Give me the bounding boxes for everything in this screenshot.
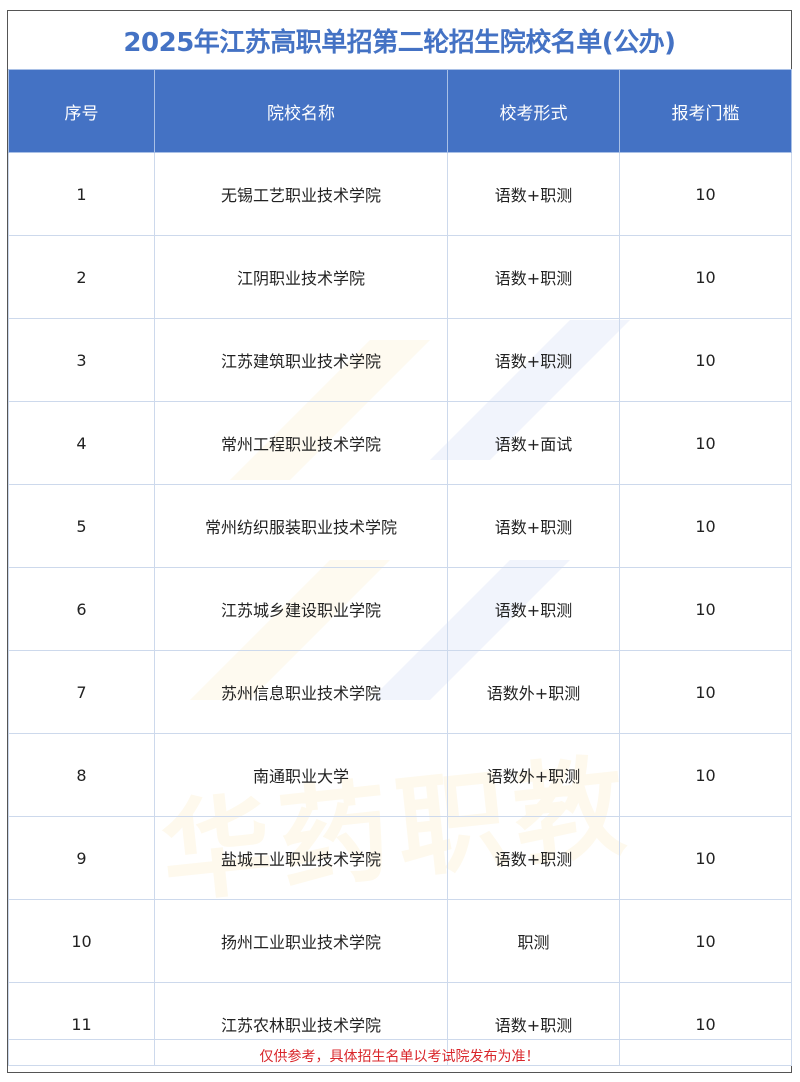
- school-name: 江苏城乡建设职业学院: [154, 567, 448, 651]
- exam-format: 语数外+职测: [447, 733, 620, 817]
- row-number: 1: [8, 152, 155, 236]
- table-row: 8 南通职业大学 语数外+职测 10: [8, 733, 792, 817]
- threshold: 10: [619, 152, 792, 236]
- table-row: 6 江苏城乡建设职业学院 语数+职测 10: [8, 567, 792, 651]
- school-table: 序号 院校名称 校考形式 报考门槛 1 无锡工艺职业技术学院 语数+职测 10 2 江阴职业技术…: [8, 69, 792, 1066]
- threshold: 10: [619, 484, 792, 568]
- column-header: 序号: [8, 69, 155, 153]
- footer-note: 仅供参考，具体招生名单以考试院发布为准！: [8, 1039, 791, 1072]
- threshold: 10: [619, 816, 792, 900]
- threshold: 10: [619, 982, 792, 1066]
- school-name: 扬州工业职业技术学院: [154, 899, 448, 983]
- exam-format: 语数+职测: [447, 982, 620, 1066]
- school-name: 苏州信息职业技术学院: [154, 650, 448, 734]
- table-row: 2 江阴职业技术学院 语数+职测 10: [8, 235, 792, 319]
- row-number: 4: [8, 401, 155, 485]
- row-number: 7: [8, 650, 155, 734]
- table-row: 4 常州工程职业技术学院 语数+面试 10: [8, 401, 792, 485]
- row-number: 8: [8, 733, 155, 817]
- school-name: 江阴职业技术学院: [154, 235, 448, 319]
- table-row: 9 盐城工业职业技术学院 语数+职测 10: [8, 816, 792, 900]
- threshold: 10: [619, 235, 792, 319]
- threshold: 10: [619, 401, 792, 485]
- exam-format: 语数+职测: [447, 235, 620, 319]
- row-number: 2: [8, 235, 155, 319]
- threshold: 10: [619, 899, 792, 983]
- table-row: 3 江苏建筑职业技术学院 语数+职测 10: [8, 318, 792, 402]
- row-number: 11: [8, 982, 155, 1066]
- column-header: 校考形式: [447, 69, 620, 153]
- table-row: 10 扬州工业职业技术学院 职测 10: [8, 899, 792, 983]
- exam-format: 语数+面试: [447, 401, 620, 485]
- row-number: 5: [8, 484, 155, 568]
- threshold: 10: [619, 567, 792, 651]
- threshold: 10: [619, 318, 792, 402]
- school-name: 无锡工艺职业技术学院: [154, 152, 448, 236]
- exam-format: 语数+职测: [447, 484, 620, 568]
- column-header: 院校名称: [154, 69, 448, 153]
- exam-format: 语数外+职测: [447, 650, 620, 734]
- table-row: 11 江苏农林职业技术学院 语数+职测 10: [8, 982, 792, 1066]
- column-header: 报考门槛: [619, 69, 792, 153]
- table-row: 5 常州纺织服装职业技术学院 语数+职测 10: [8, 484, 792, 568]
- school-name: 常州工程职业技术学院: [154, 401, 448, 485]
- school-name: 常州纺织服装职业技术学院: [154, 484, 448, 568]
- row-number: 3: [8, 318, 155, 402]
- row-number: 10: [8, 899, 155, 983]
- document-frame: 2025年江苏高职单招第二轮招生院校名单(公办) 序号 院校名称 校考形式 报考门槛 …: [7, 10, 792, 1073]
- row-number: 9: [8, 816, 155, 900]
- exam-format: 语数+职测: [447, 567, 620, 651]
- school-name: 江苏建筑职业技术学院: [154, 318, 448, 402]
- table-row: 1 无锡工艺职业技术学院 语数+职测 10: [8, 152, 792, 236]
- school-name: 南通职业大学: [154, 733, 448, 817]
- table-row: 7 苏州信息职业技术学院 语数外+职测 10: [8, 650, 792, 734]
- page-title: 2025年江苏高职单招第二轮招生院校名单(公办): [123, 27, 676, 58]
- threshold: 10: [619, 650, 792, 734]
- table-header-row: 序号 院校名称 校考形式 报考门槛: [8, 69, 792, 153]
- threshold: 10: [619, 733, 792, 817]
- school-name: 盐城工业职业技术学院: [154, 816, 448, 900]
- exam-format: 语数+职测: [447, 816, 620, 900]
- school-name: 江苏农林职业技术学院: [154, 982, 448, 1066]
- exam-format: 语数+职测: [447, 152, 620, 236]
- exam-format: 职测: [447, 899, 620, 983]
- exam-format: 语数+职测: [447, 318, 620, 402]
- row-number: 6: [8, 567, 155, 651]
